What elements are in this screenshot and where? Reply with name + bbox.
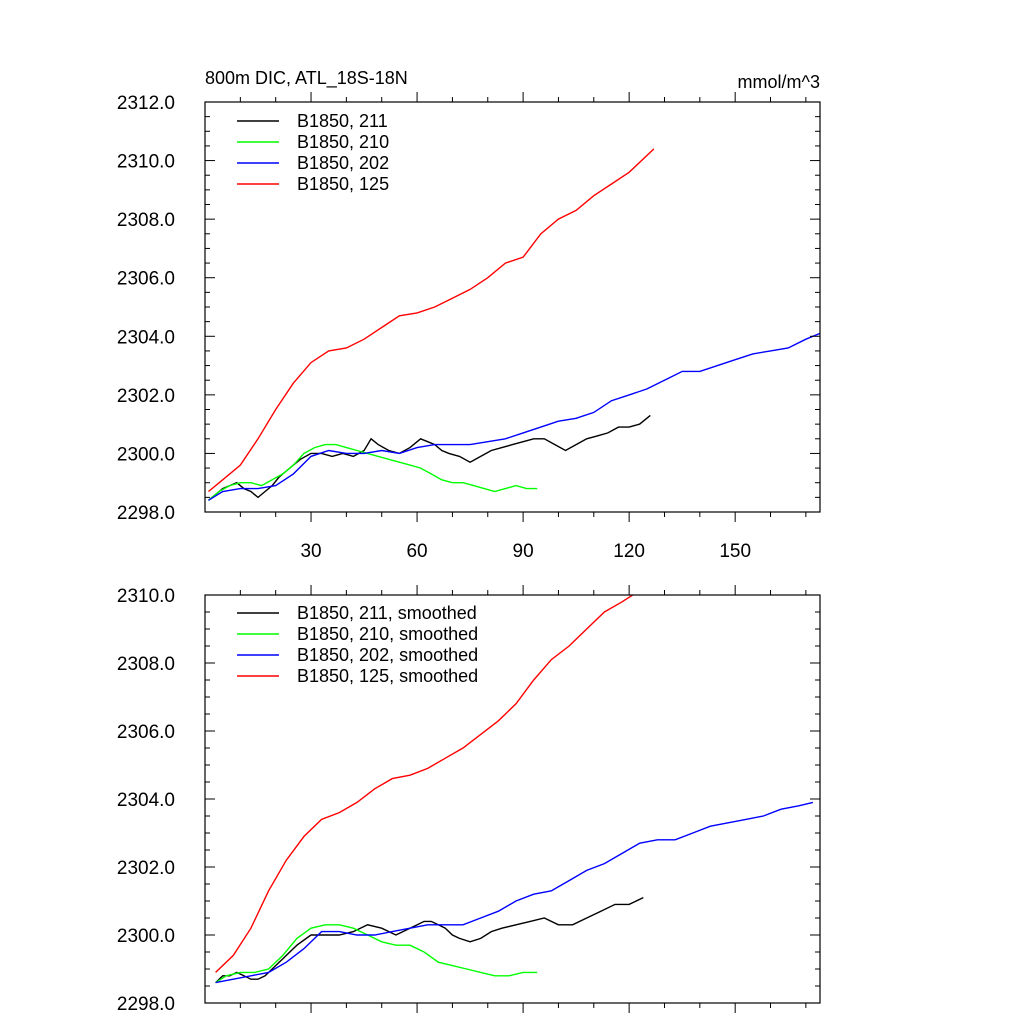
x-tick-label: 30 — [300, 541, 321, 562]
y-tick-label: 2298.0 — [117, 994, 175, 1015]
x-tick-label: 90 — [513, 541, 534, 562]
y-tick-label: 2310.0 — [117, 586, 175, 607]
y-tick-label: 2304.0 — [117, 327, 175, 348]
legend-label: B1850, 211 — [297, 111, 388, 131]
y-tick-label: 2306.0 — [117, 722, 175, 743]
legend-label: B1850, 210 — [297, 132, 389, 152]
x-tick-label: 150 — [719, 541, 751, 562]
x-tick-label: 60 — [406, 541, 427, 562]
x-tick-label: 120 — [613, 541, 645, 562]
legend-label: B1850, 202 — [297, 153, 389, 173]
series-line-2 — [215, 801, 814, 984]
legend-label: B1850, 202, smoothed — [297, 645, 478, 665]
y-tick-label: 2312.0 — [117, 93, 175, 114]
series-line-2 — [208, 332, 820, 501]
series-line-0 — [215, 896, 644, 984]
y-tick-label: 2302.0 — [117, 386, 175, 407]
series-line-1 — [215, 924, 538, 984]
legend-label: B1850, 211, smoothed — [297, 603, 477, 623]
bottom-panel: 2298.0 2300.0 2302.0 2304.0 2306.0 2308.0 2310… — [117, 585, 821, 1015]
y-tick-label: 2300.0 — [117, 926, 175, 947]
units-label: mmol/m^3 — [738, 72, 820, 92]
legend-label: B1850, 125 — [297, 174, 389, 194]
series-line-1 — [208, 443, 538, 501]
y-tick-label: 2300.0 — [117, 444, 175, 465]
chart-title: 800m DIC, ATL_18S-18N — [205, 68, 408, 89]
y-tick-label: 2308.0 — [117, 654, 175, 675]
series-line-0 — [208, 414, 651, 501]
legend-label: B1850, 210, smoothed — [297, 624, 478, 644]
top-panel: 800m DIC, ATL_18S-18N mmol/m^3 2298.0 230… — [117, 68, 821, 562]
y-tick-label: 2298.0 — [117, 503, 175, 524]
y-tick-label: 2310.0 — [117, 152, 175, 173]
series-line-3 — [208, 148, 655, 493]
y-tick-label: 2302.0 — [117, 858, 175, 879]
y-tick-label: 2304.0 — [117, 790, 175, 811]
y-tick-label: 2308.0 — [117, 210, 175, 231]
y-tick-label: 2306.0 — [117, 269, 175, 290]
legend-label: B1850, 125, smoothed — [297, 666, 478, 686]
series-line-3 — [215, 595, 634, 973]
series-lines — [208, 148, 820, 501]
series-lines — [215, 595, 814, 984]
